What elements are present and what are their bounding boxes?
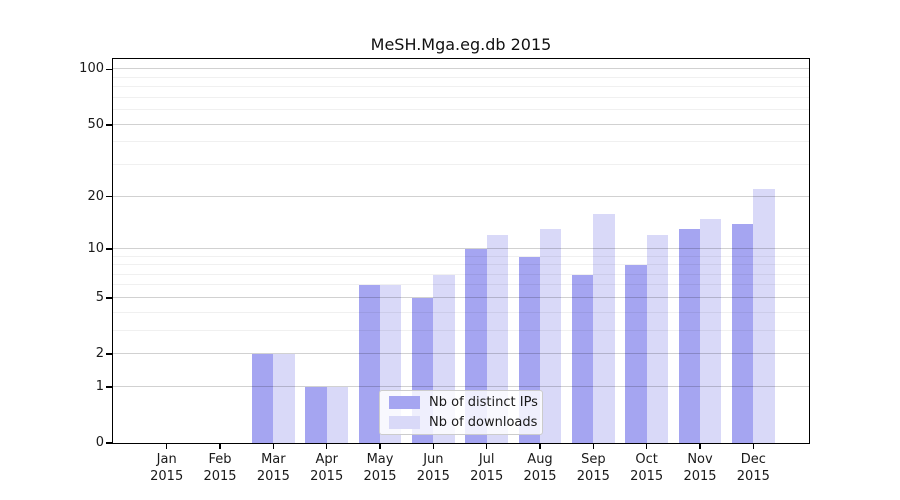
legend-label-downloads: Nb of downloads: [429, 414, 538, 430]
x-tick-label-mar: Mar 2015: [256, 452, 290, 484]
gridline-y-60: [113, 109, 809, 111]
bar-downloads-aug: [540, 229, 562, 443]
x-tick-label-nov: Nov 2015: [683, 452, 717, 484]
y-tick-mark-0: [106, 442, 112, 444]
x-tick-mark-aug: [539, 443, 541, 449]
plot-area: [113, 59, 809, 443]
x-tick-mark-jun: [432, 443, 435, 449]
y-tick-label-20: 20: [87, 188, 104, 204]
bar-distinct-ips-nov: [678, 229, 700, 443]
x-tick-label-dec: Dec 2015: [736, 452, 770, 484]
y-tick-mark-2: [106, 353, 112, 355]
x-tick-mark-mar: [272, 443, 275, 449]
y-tick-mark-20: [106, 195, 112, 198]
bar-downloads-oct: [646, 235, 668, 443]
x-tick-mark-oct: [645, 443, 648, 449]
bar-downloads-sep: [593, 213, 615, 443]
legend-swatch-downloads: [389, 415, 420, 429]
gridline-y-20: [113, 195, 809, 197]
chart-title: MeSH.Mga.eg.db 2015: [370, 35, 552, 54]
y-tick-mark-1: [106, 386, 112, 388]
legend-item-downloads: Nb of downloads: [380, 415, 542, 430]
gridline-y-50: [113, 123, 809, 125]
x-tick-label-sep: Sep 2015: [576, 452, 610, 484]
bar-distinct-ips-may: [358, 285, 381, 443]
x-tick-label-may: May 2015: [363, 452, 397, 484]
y-tick-mark-50: [106, 123, 112, 126]
x-tick-mark-nov: [699, 443, 701, 449]
legend-item-distinct-ips: Nb of distinct IPs: [380, 395, 542, 410]
gridline-y-70: [113, 96, 809, 98]
y-tick-label-2: 2: [95, 346, 104, 362]
x-tick-label-jun: Jun 2015: [416, 452, 450, 484]
bar-distinct-ips-mar: [252, 354, 274, 443]
legend-swatch-distinct-ips: [389, 396, 420, 410]
y-tick-label-100: 100: [79, 61, 104, 77]
x-tick-mark-jul: [485, 443, 488, 449]
legend-label-distinct-ips: Nb of distinct IPs: [429, 395, 538, 411]
x-tick-label-aug: Aug 2015: [523, 452, 557, 484]
y-tick-label-5: 5: [95, 289, 104, 305]
y-tick-label-50: 50: [87, 116, 104, 132]
x-tick-label-apr: Apr 2015: [310, 452, 344, 484]
x-tick-mark-may: [379, 443, 381, 449]
legend: Nb of distinct IPs Nb of downloads: [379, 390, 543, 435]
bar-downloads-dec: [753, 189, 775, 443]
bar-downloads-nov: [700, 218, 722, 443]
bar-downloads-mar: [273, 354, 295, 443]
x-tick-mark-feb: [219, 443, 221, 449]
gridline-y-40: [113, 141, 809, 143]
y-tick-mark-10: [106, 248, 112, 250]
bar-distinct-ips-sep: [572, 274, 594, 443]
gridline-y-100: [113, 68, 809, 70]
x-tick-label-jul: Jul 2015: [470, 452, 504, 484]
x-tick-label-jan: Jan 2015: [150, 452, 184, 484]
bar-distinct-ips-dec: [732, 223, 754, 443]
bar-distinct-ips-oct: [625, 265, 647, 443]
x-tick-label-oct: Oct 2015: [630, 452, 664, 484]
x-tick-mark-apr: [325, 443, 328, 449]
x-tick-mark-jan: [165, 443, 168, 449]
x-tick-label-feb: Feb 2015: [203, 452, 237, 484]
y-tick-label-10: 10: [87, 240, 104, 256]
y-tick-label-1: 1: [95, 378, 104, 394]
gridline-y-30: [113, 164, 809, 166]
bar-downloads-apr: [326, 386, 348, 443]
x-tick-mark-sep: [592, 443, 595, 449]
y-tick-label-0: 0: [95, 435, 104, 450]
x-tick-mark-dec: [752, 443, 755, 449]
bar-distinct-ips-apr: [305, 386, 327, 443]
y-tick-mark-100: [106, 68, 112, 71]
y-tick-mark-5: [106, 297, 112, 299]
gridline-y-80: [113, 86, 809, 88]
gridline-y-90: [113, 76, 809, 78]
